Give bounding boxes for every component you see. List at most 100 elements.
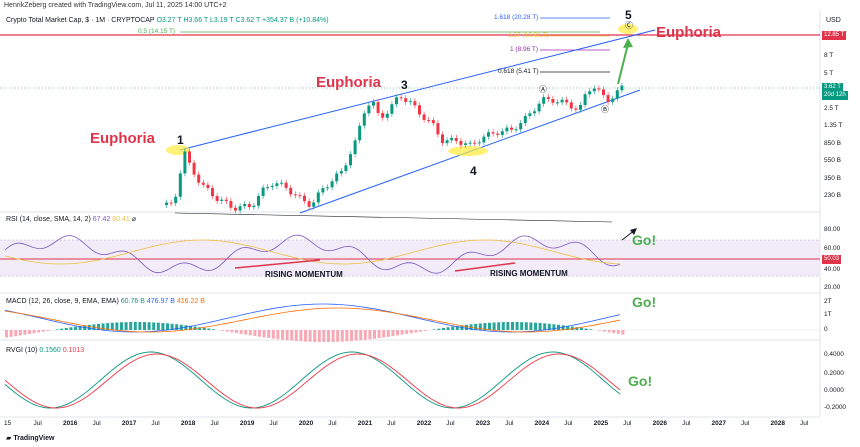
macd-value: 476.97 B — [146, 298, 175, 305]
candle — [510, 127, 513, 130]
time-axis-label: Jul — [446, 420, 455, 427]
wave-label-1: 1 — [177, 133, 184, 147]
eye-icon[interactable]: ⌀ — [131, 216, 136, 223]
macd-histogram-bar — [244, 330, 248, 335]
candle — [542, 97, 546, 104]
macd-histogram-bar — [359, 330, 363, 341]
time-axis-label: 2024 — [534, 420, 550, 427]
macd-histogram-bar — [5, 330, 8, 338]
rvgi-signal-value: 0.1013 — [62, 347, 85, 354]
price-tag-current: 3.62 T — [822, 83, 843, 92]
macd-histogram-bar — [198, 327, 202, 330]
macd-histogram-bar — [492, 322, 496, 330]
time-axis-label: 2021 — [357, 420, 373, 427]
macd-histogram-bar — [189, 325, 192, 330]
macd-histogram-bar — [175, 324, 179, 330]
candle — [376, 102, 380, 113]
macd-histogram-bar — [55, 329, 59, 330]
time-axis-label: Jul — [741, 420, 750, 427]
candle — [211, 188, 214, 197]
macd-histogram-bar — [138, 322, 142, 330]
candle — [597, 88, 601, 90]
candle — [339, 171, 343, 174]
currency-label: USD — [826, 17, 841, 24]
candle — [533, 111, 536, 114]
macd-histogram-bar — [354, 330, 358, 341]
macd-legend[interactable]: MACD (12, 26, close, 9, EMA, EMA) 60.76 … — [6, 298, 205, 305]
rvgi-line — [4, 351, 621, 409]
macd-histogram-bar — [106, 323, 110, 330]
candle — [441, 134, 444, 144]
candle — [454, 137, 458, 141]
candle — [560, 99, 564, 103]
candle — [243, 203, 247, 207]
rsi-axis-label: 40.00 — [824, 266, 841, 273]
candle — [266, 187, 270, 189]
macd-histogram-bar — [202, 327, 206, 330]
macd-histogram-bar — [313, 330, 317, 342]
price-tag-top: 12.85 T — [822, 31, 847, 40]
candle — [183, 151, 187, 174]
macd-histogram-bar — [345, 330, 349, 342]
candle — [514, 129, 518, 131]
candle — [252, 205, 256, 208]
candle — [372, 102, 375, 106]
candle — [330, 181, 334, 188]
macd-histogram-bar — [285, 330, 289, 341]
macd-histogram-bar — [110, 322, 114, 330]
candle — [583, 94, 587, 106]
macd-histogram-bar — [87, 324, 91, 330]
macd-histogram-bar — [184, 325, 188, 330]
macd-histogram-bar — [409, 330, 413, 334]
macd-histogram-bar — [115, 322, 119, 330]
rsi-title: RSI (14, close, SMA, 14, 2) — [6, 216, 91, 223]
macd-histogram-bar — [281, 330, 284, 340]
candlestick-series — [165, 82, 624, 214]
rsi-momentum-line-2 — [454, 262, 516, 272]
macd-histogram-bar — [74, 326, 77, 330]
candle — [464, 143, 467, 145]
macd-signal-value: 416.22 B — [176, 298, 205, 305]
wave-circle-a: Ⓐ — [539, 85, 547, 94]
candle — [505, 127, 509, 132]
symbol-header[interactable]: Crypto Total Market Cap, $ · 1M · CRYPTO… — [6, 17, 329, 24]
macd-histogram-bar — [373, 330, 376, 339]
symbol-name[interactable]: Crypto Total Market Cap, $ · 1M · CRYPTO… — [6, 17, 155, 24]
macd-histogram-bar — [170, 323, 174, 330]
candle — [312, 202, 316, 207]
macd-histogram-bar — [147, 322, 151, 330]
macd-histogram-bar — [382, 330, 386, 338]
candle — [556, 102, 559, 104]
time-axis-label: 2026 — [652, 420, 668, 427]
candle — [445, 140, 449, 144]
time-axis-label: 2027 — [711, 420, 727, 427]
rsi-legend[interactable]: RSI (14, close, SMA, 14, 2) 67.42 60.41 … — [6, 215, 136, 223]
candle — [229, 201, 233, 208]
macd-histogram-bar — [442, 327, 445, 330]
candle — [169, 202, 173, 204]
macd-histogram-bar — [276, 330, 280, 340]
candle — [431, 120, 435, 124]
time-axis-label: Jul — [33, 420, 42, 427]
macd-histogram-bar — [465, 324, 468, 330]
macd-histogram-bar — [598, 330, 602, 331]
candle — [569, 102, 573, 109]
time-axis-label: 2020 — [298, 420, 314, 427]
rsi-trendline — [174, 212, 613, 223]
rvgi-legend[interactable]: RVGI (10) 0.1560 0.1013 — [6, 347, 84, 354]
macd-histogram-bar — [69, 327, 73, 330]
macd-histogram-bar — [166, 323, 169, 330]
macd-histogram-bar — [336, 330, 340, 342]
macd-histogram-bar — [212, 329, 215, 330]
candle — [197, 174, 201, 183]
macd-axis-label: 1T — [824, 311, 832, 318]
candle — [298, 195, 302, 197]
price-tag-countdown: 20d 12h — [822, 91, 848, 100]
macd-histogram-bar — [179, 324, 183, 330]
candle — [408, 101, 412, 103]
macd-histogram-bar — [253, 330, 257, 337]
candle — [165, 202, 168, 205]
candle — [344, 165, 348, 172]
candle — [206, 184, 210, 189]
